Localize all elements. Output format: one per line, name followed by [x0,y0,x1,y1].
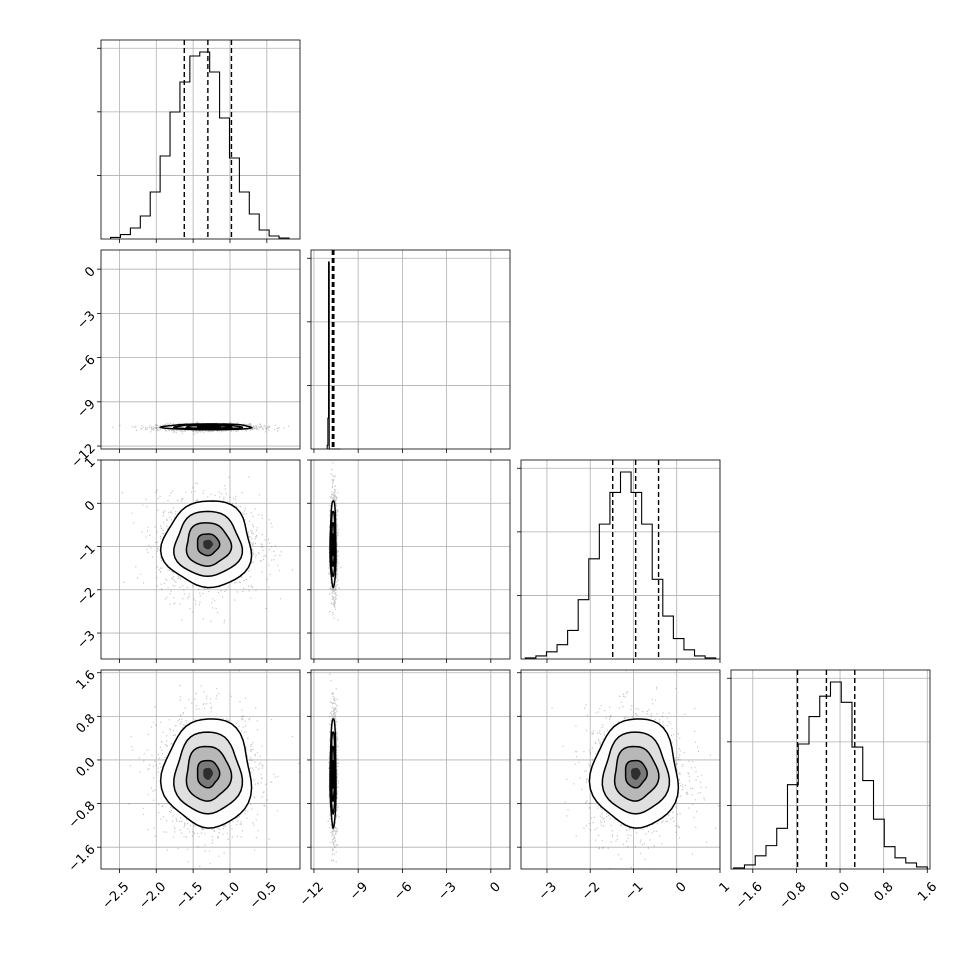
panel-content [521,670,720,869]
joint-frame [310,459,511,660]
joint-panel-1-2 [310,459,511,660]
histogram-bars [524,471,717,659]
histogram-panel-3 [727,669,931,870]
histogram-frame [310,249,511,450]
contour-line [601,731,671,815]
joint-panel-1-3 [310,669,511,870]
contour-line [329,718,337,830]
joint-frame [100,669,301,870]
contour-line [330,522,336,568]
contour-line [588,718,680,829]
contour-line [196,759,221,789]
panel-content [101,460,300,659]
joint-panel-2-3 [520,669,721,870]
panel-content [101,250,300,449]
histogram-bars [110,51,290,239]
contour-line [329,500,337,589]
panel-content [101,670,300,869]
joint-frame [100,249,301,450]
contour-line [185,745,233,802]
histogram-bars [733,681,928,869]
contour-line [159,718,253,829]
histogram-frame [100,39,301,240]
contour-line [330,745,336,803]
joint-frame [520,669,721,870]
histogram-frame [520,459,721,660]
joint-panel-0-1 [100,249,301,450]
contour-line [158,423,253,431]
panel-content [311,460,510,659]
contour-line [331,533,335,557]
density-fill [203,767,213,780]
contour-line [330,510,337,578]
contour-line [624,759,648,789]
contour-line [331,759,335,790]
panel-content [311,670,510,869]
joint-panel-0-2 [100,459,301,660]
density-fill [203,539,213,550]
histogram-panel-2 [517,459,721,660]
scatter-points [551,670,719,869]
contour-line [196,533,221,557]
contour-line [185,522,233,567]
joint-frame [310,669,511,870]
contour-line [173,731,244,815]
histogram-frame [730,669,931,870]
joint-panel-0-3 [100,669,301,870]
contour-line [173,510,244,578]
contour-line [172,423,244,430]
contour-line [159,500,253,589]
joint-frame [100,459,301,660]
contour-line [196,425,222,429]
density-fill [631,767,641,780]
contour-line [330,731,337,816]
histogram-panel-1 [307,249,511,450]
contour-line [613,745,660,802]
contour-line [185,424,234,430]
histogram-panel-0 [97,39,301,240]
